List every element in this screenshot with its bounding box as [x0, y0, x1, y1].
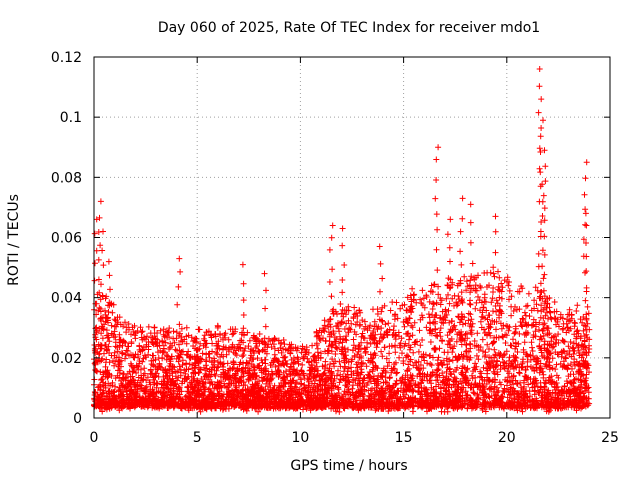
y-tick-label: 0.06: [51, 231, 82, 247]
y-tick-label: 0.1: [60, 110, 82, 126]
x-tick-label: 15: [395, 430, 413, 446]
x-tick-label: 25: [601, 430, 619, 446]
x-tick-label: 10: [291, 430, 309, 446]
x-tick-label: 5: [193, 430, 202, 446]
y-tick-label: 0.08: [51, 170, 82, 186]
data-points: [91, 66, 593, 415]
chart-title: Day 060 of 2025, Rate Of TEC Index for r…: [158, 20, 540, 36]
x-axis-label: GPS time / hours: [290, 458, 407, 474]
y-axis-label: ROTI / TECUs: [6, 194, 22, 286]
y-tick-label: 0.02: [51, 351, 82, 367]
x-tick-labels: 0 5 10 15 20 25: [90, 430, 619, 446]
x-tick-label: 20: [498, 430, 516, 446]
y-tick-label: 0.04: [51, 291, 82, 307]
roti-markers: [91, 66, 593, 415]
x-tick-label: 0: [90, 430, 99, 446]
y-tick-label: 0: [73, 411, 82, 427]
y-tick-labels: 0 0.02 0.04 0.06 0.08 0.1 0.12: [51, 50, 82, 427]
axis-ticks: [93, 56, 611, 419]
y-tick-label: 0.12: [51, 50, 82, 66]
